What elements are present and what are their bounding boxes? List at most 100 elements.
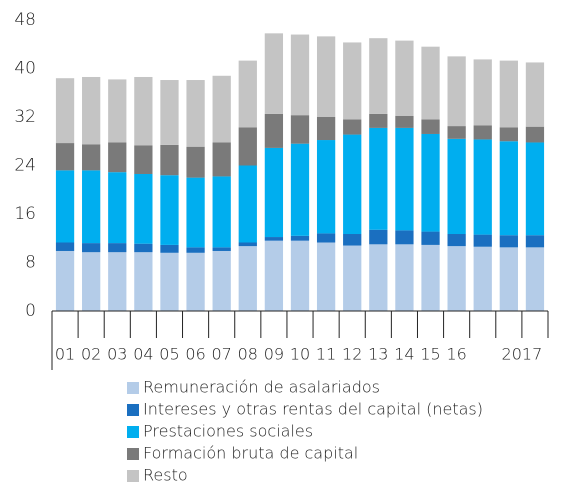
bar-segment: [290, 34, 310, 116]
legend-swatch: [127, 404, 139, 416]
x-tick-label: 12: [342, 345, 362, 364]
bar-segment: [343, 234, 362, 246]
bar-segment: [421, 46, 440, 120]
x-tick-label: 11: [316, 345, 336, 364]
y-tick-label: 48: [14, 10, 36, 30]
bar-segment: [316, 36, 336, 117]
bar-segment: [134, 243, 153, 253]
bar-segment: [212, 247, 231, 251]
x-tick-label: 08: [238, 345, 258, 364]
bar-segment: [134, 173, 153, 244]
bar-segment: [108, 142, 127, 173]
bar-segment: [447, 126, 466, 139]
bar-segment: [160, 244, 179, 253]
y-tick-label: 32: [14, 107, 36, 127]
y-tick-label: 8: [25, 253, 36, 273]
bar-segment: [238, 60, 257, 128]
bar-segment: [290, 115, 310, 144]
legend-swatch: [127, 448, 139, 460]
bar-segment: [473, 234, 492, 247]
bar-segment: [186, 177, 205, 248]
bar-segment: [316, 140, 336, 234]
y-tick-label: 16: [14, 204, 36, 224]
bar-segment: [108, 79, 127, 143]
bar-segment: [395, 40, 414, 116]
bar-segment: [421, 231, 440, 245]
bar-segment: [186, 80, 205, 147]
bar-segment: [160, 144, 179, 176]
legend-swatch: [127, 382, 139, 394]
bar-segment: [186, 247, 205, 253]
bar-segment: [238, 165, 257, 243]
bar-segment: [343, 134, 362, 235]
x-tick-label: 02: [81, 345, 101, 364]
bar-segment: [82, 144, 101, 171]
bar-segment: [82, 170, 101, 244]
bar-segment: [369, 127, 388, 230]
bar-segment: [108, 172, 127, 244]
bar-segment: [238, 127, 257, 166]
bar-segment: [395, 244, 414, 311]
bar-segment: [395, 115, 414, 128]
bar-segment: [82, 252, 101, 311]
bar-segment: [395, 230, 414, 245]
bar-segment: [212, 176, 231, 248]
bar-segment: [212, 142, 231, 177]
bar-segment: [343, 119, 362, 135]
bar-segment: [290, 240, 310, 311]
bar-segment: [212, 250, 231, 311]
x-tick-label: 2017: [502, 345, 543, 364]
y-tick-label: 40: [14, 59, 36, 79]
x-tick-label: 03: [107, 345, 127, 364]
bar-segment: [108, 252, 127, 311]
legend-label: Intereses y otras rentas del capital (ne…: [143, 400, 483, 419]
bar-segment: [499, 247, 518, 311]
x-tick-label: 13: [368, 345, 388, 364]
bar-segment: [395, 127, 414, 231]
bar-segment: [473, 246, 492, 311]
bar-segment: [525, 235, 545, 248]
bar-segment: [160, 80, 179, 145]
x-tick-label: 14: [394, 345, 414, 364]
x-tick-label: 09: [264, 345, 284, 364]
x-tick-label: 04: [133, 345, 153, 364]
bar-segment: [186, 252, 205, 311]
legend-swatch: [127, 426, 139, 438]
bar-segment: [369, 38, 388, 114]
x-tick-label: 07: [212, 345, 232, 364]
bar-segment: [238, 246, 257, 311]
bar-segment: [186, 146, 205, 178]
bar-segment: [499, 127, 518, 142]
bar-segment: [55, 242, 75, 251]
bar-segment: [369, 244, 388, 311]
bar-segment: [108, 243, 127, 253]
bar-segment: [447, 138, 466, 235]
bar-segment: [55, 250, 75, 311]
bar-segment: [264, 237, 284, 241]
bar-segment: [473, 139, 492, 235]
x-tick-label: 15: [420, 345, 440, 364]
bar-segment: [290, 143, 310, 236]
bar-segment: [290, 235, 310, 241]
bar-segment: [447, 56, 466, 127]
bar-segment: [316, 242, 336, 311]
x-tick-label: 06: [185, 345, 205, 364]
bar-segment: [160, 175, 179, 245]
bar-segment: [421, 244, 440, 311]
bar-segment: [525, 247, 545, 311]
legend-label: Prestaciones sociales: [143, 422, 313, 441]
bar-segment: [473, 125, 492, 140]
legend-swatch: [127, 470, 139, 482]
y-tick-label: 0: [25, 301, 36, 321]
bar-segment: [55, 170, 75, 243]
x-tick-label: 05: [159, 345, 179, 364]
bar-segment: [134, 252, 153, 311]
bar-segment: [447, 234, 466, 247]
bar-segment: [134, 76, 153, 146]
bar-segment: [343, 245, 362, 311]
legend-label: Formación bruta de capital: [143, 444, 358, 463]
bar-segment: [82, 76, 101, 145]
x-tick-label: 01: [55, 345, 75, 364]
bar-segment: [343, 42, 362, 120]
